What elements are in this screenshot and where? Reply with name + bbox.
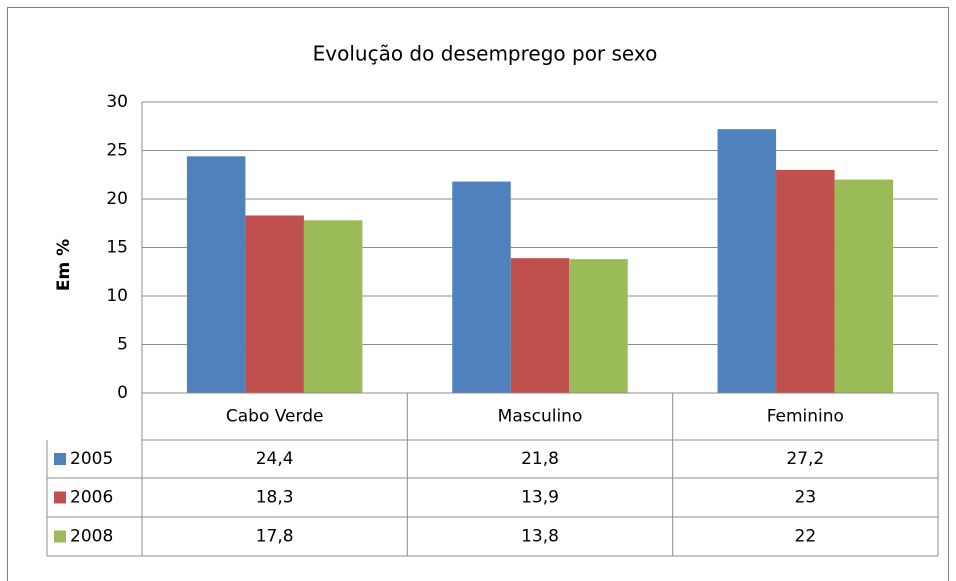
y-tick-label: 30 [106, 92, 128, 112]
y-tick-label: 15 [106, 238, 128, 258]
y-tick-label: 25 [106, 141, 128, 161]
bar [245, 215, 304, 393]
chart-title: Evolução do desemprego por sexo [313, 42, 658, 66]
bar [834, 179, 894, 393]
value-label: 18,3 [256, 488, 294, 508]
bar [186, 156, 246, 393]
x-tick-label: Masculino [498, 407, 583, 427]
bar [303, 220, 363, 393]
y-axis-label: Em % [54, 239, 74, 291]
value-label: 27,2 [786, 449, 824, 469]
bar [569, 259, 628, 393]
legend-swatch [54, 491, 66, 504]
x-tick-label: Feminino [767, 407, 844, 427]
value-label: 21,8 [521, 449, 559, 469]
value-label: 22 [795, 527, 817, 547]
value-label: 23 [795, 488, 817, 508]
legend-label: 2008 [70, 527, 113, 547]
value-label: 13,8 [521, 527, 559, 547]
y-tick-label: 10 [106, 286, 128, 306]
value-label: 17,8 [256, 527, 294, 547]
y-tick-label: 0 [117, 383, 128, 403]
value-label: 13,9 [521, 488, 559, 508]
legend-swatch [54, 530, 66, 543]
y-tick-label: 20 [106, 189, 128, 209]
bar [717, 129, 777, 393]
legend-label: 2006 [70, 488, 113, 508]
x-tick-label: Cabo Verde [226, 407, 324, 427]
y-tick-label: 5 [117, 335, 128, 355]
bar [776, 169, 835, 393]
legend-label: 2005 [70, 449, 113, 469]
bar [510, 258, 570, 393]
bar [452, 181, 511, 393]
value-label: 24,4 [256, 449, 294, 469]
legend-swatch [54, 453, 66, 465]
